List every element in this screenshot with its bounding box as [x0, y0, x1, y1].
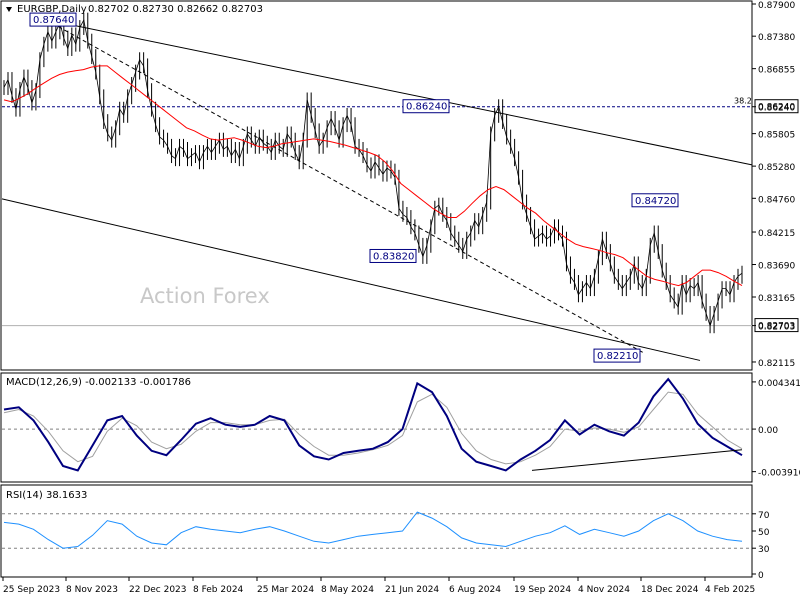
x-tick-label: 25 Sep 2023 [3, 585, 60, 595]
macd-title: MACD(12,26,9) -0.002133 -0.001786 [6, 377, 191, 388]
macd-tick-label: -0.003916 [758, 469, 800, 479]
price-annotations: 0.87640 0.86240 0.83820 0.84720 0.82210 0.862… [29, 12, 799, 363]
label-high-3-text: 0.84720 [635, 196, 676, 207]
rsi-tick-label: 30 [758, 545, 770, 555]
axis-marker-fib: 0.86240 [754, 99, 799, 114]
rsi-tick-label: 0 [758, 571, 764, 581]
y-tick-label: 0.87900 [758, 1, 795, 11]
macd-main-line [3, 377, 743, 472]
x-tick-label: 4 Feb 2025 [705, 585, 755, 595]
label-high-0-box [29, 12, 77, 27]
price-y-axis: 0.87900 0.87380 0.86855 0.86240 0.85805 0.852… [752, 1, 795, 369]
y-tick-label: 0.82703 [758, 323, 795, 333]
ohlc-values: 0.82702 0.82730 0.82662 0.82703 [88, 4, 263, 15]
x-tick-label: 8 Feb 2024 [193, 585, 244, 595]
label-high-0-text: 0.87640 [33, 15, 74, 26]
symbol-label: EURGBP,Daily [17, 4, 87, 15]
rsi-series: 70 50 30 0 [2, 511, 770, 581]
fibonacci-label: 38.2 [734, 97, 752, 106]
rsi-panel [0, 484, 753, 578]
label-high-1-text: 0.86240 [406, 102, 447, 113]
label-high-3-box [631, 193, 679, 208]
macd-panel [0, 372, 753, 483]
collapse-arrow-icon[interactable] [6, 7, 12, 12]
axis-marker-last: 0.82703 [754, 318, 799, 333]
price-line [3, 18, 743, 328]
axis-marker-last-text: 0.82703 [758, 322, 795, 332]
price-panel [0, 0, 753, 371]
x-tick-label: 8 May 2024 [321, 585, 374, 595]
date-axis: 25 Sep 2023 8 Nov 2023 22 Dec 2023 8 Feb 20… [2, 577, 755, 595]
label-low-2-box [369, 248, 417, 263]
watermark: Action Forex [140, 284, 270, 308]
channel-lower-line [1, 198, 701, 361]
regression-channel [1, 15, 753, 361]
y-tick-label: 0.84760 [758, 195, 795, 205]
macd-tick-label: 0.004341 [758, 379, 800, 389]
y-tick-label: 0.83165 [758, 294, 795, 304]
y-tick-label: 0.87380 [758, 33, 795, 43]
x-tick-label: 6 Aug 2024 [449, 585, 501, 595]
x-tick-label: 21 Jun 2024 [385, 585, 439, 595]
macd-tick-label: 0.00 [758, 426, 778, 436]
rsi-tick-label: 50 [758, 528, 770, 538]
channel-upper-line [29, 15, 753, 166]
x-tick-label: 25 Mar 2024 [257, 585, 314, 595]
x-tick-label: 22 Dec 2023 [129, 585, 187, 595]
macd-series: 0.004341 0.00 -0.003916 [2, 377, 800, 479]
macd-trendline [531, 449, 743, 471]
x-tick-label: 4 Nov 2024 [578, 585, 630, 595]
y-tick-label: 0.86240 [758, 104, 795, 114]
rsi-line [3, 511, 743, 549]
label-low-2: 0.83820 [369, 248, 417, 263]
y-tick-label: 0.84215 [758, 229, 795, 239]
moving-average-line [3, 65, 743, 287]
label-low-2-text: 0.83820 [373, 251, 414, 262]
rsi-tick-label: 70 [758, 511, 770, 521]
rsi-title: RSI(14) 38.1633 [6, 490, 87, 501]
x-tick-label: 19 Sep 2024 [514, 585, 571, 595]
label-high-0: 0.87640 [29, 12, 77, 27]
label-high-1: 0.86240 [402, 99, 450, 114]
x-tick-label: 8 Nov 2023 [66, 585, 118, 595]
price-series [3, 12, 743, 334]
y-tick-label: 0.86855 [758, 66, 795, 76]
label-high-1-box [402, 99, 450, 114]
label-low-4-text: 0.82210 [597, 351, 638, 362]
x-tick-label: 18 Dec 2024 [641, 585, 699, 595]
price-reference-lines: 38.2 [2, 97, 752, 327]
label-high-3: 0.84720 [631, 193, 679, 208]
y-tick-label: 0.82115 [758, 359, 795, 369]
y-tick-label: 0.85280 [758, 163, 795, 173]
y-tick-label: 0.85805 [758, 131, 795, 141]
trend-dashed-line [39, 15, 646, 355]
axis-marker-fib-text: 0.86240 [758, 103, 795, 113]
label-low-4-box [593, 348, 641, 363]
label-low-4: 0.82210 [593, 348, 641, 363]
y-tick-label: 0.83690 [758, 262, 795, 272]
